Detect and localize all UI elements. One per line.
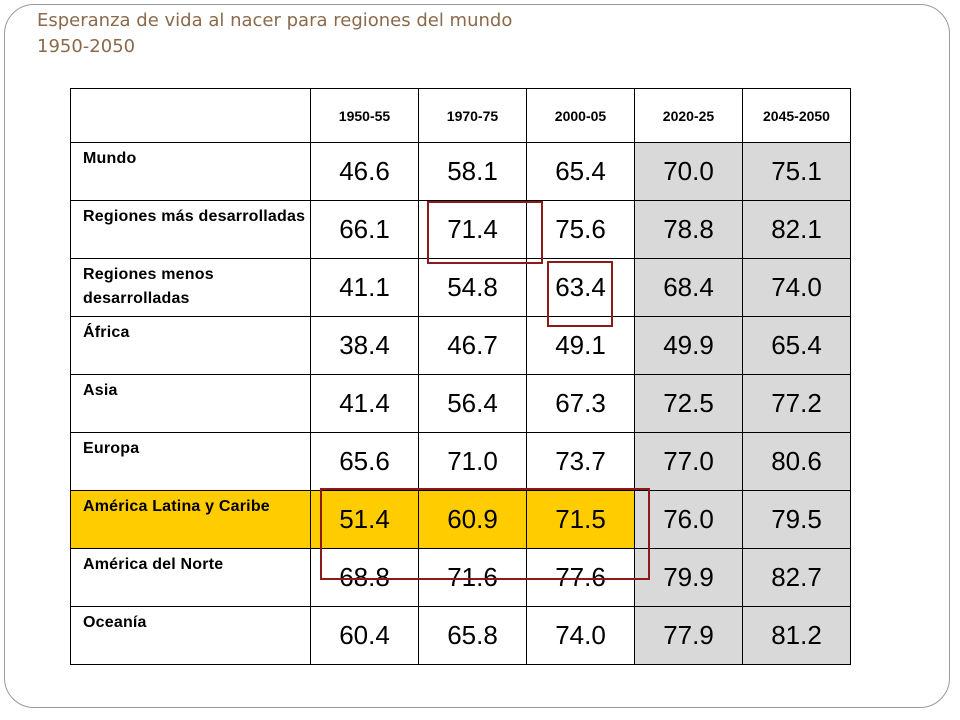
header-cell: 1950-55 — [310, 88, 419, 143]
value-cell: 65.8 — [418, 606, 527, 665]
header-cell: 1970-75 — [418, 88, 527, 143]
value-cell: 77.9 — [634, 606, 743, 665]
value-cell: 41.4 — [310, 374, 419, 433]
value-cell: 76.0 — [634, 490, 743, 549]
value-cell: 78.8 — [634, 200, 743, 259]
value-cell: 67.3 — [526, 374, 635, 433]
value-cell: 70.0 — [634, 142, 743, 201]
value-cell: 49.9 — [634, 316, 743, 375]
value-cell: 77.6 — [526, 548, 635, 607]
value-cell: 75.1 — [742, 142, 851, 201]
row-label: Mundo — [70, 142, 311, 201]
value-cell: 49.1 — [526, 316, 635, 375]
value-cell: 56.4 — [418, 374, 527, 433]
value-cell: 77.2 — [742, 374, 851, 433]
value-cell: 75.6 — [526, 200, 635, 259]
header-cell: 2000-05 — [526, 88, 635, 143]
value-cell: 72.5 — [634, 374, 743, 433]
table-row-highlighted: América Latina y Caribe 51.4 60.9 71.5 7… — [70, 490, 851, 549]
value-cell: 65.6 — [310, 432, 419, 491]
slide-title: Esperanza de vida al nacer para regiones… — [37, 8, 512, 60]
table-row: América del Norte 68.8 71.6 77.6 79.9 82… — [70, 548, 851, 607]
header-corner-cell — [70, 88, 311, 143]
table-row: Regiones menos desarrolladas 41.1 54.8 6… — [70, 258, 851, 317]
value-cell: 68.4 — [634, 258, 743, 317]
value-cell: 71.0 — [418, 432, 527, 491]
title-line-1: Esperanza de vida al nacer para regiones… — [37, 10, 513, 31]
value-cell: 60.9 — [418, 490, 527, 549]
value-cell: 41.1 — [310, 258, 419, 317]
row-label: Regiones menos desarrolladas — [70, 258, 311, 317]
value-cell: 74.0 — [742, 258, 851, 317]
value-cell: 73.7 — [526, 432, 635, 491]
value-cell: 68.8 — [310, 548, 419, 607]
table-row: Asia 41.4 56.4 67.3 72.5 77.2 — [70, 374, 851, 433]
header-cell: 2020-25 — [634, 88, 743, 143]
value-cell: 77.0 — [634, 432, 743, 491]
header-cell: 2045-2050 — [742, 88, 851, 143]
life-expectancy-table: 1950-55 1970-75 2000-05 2020-25 2045-205… — [70, 88, 851, 665]
value-cell: 46.7 — [418, 316, 527, 375]
value-cell: 38.4 — [310, 316, 419, 375]
row-label: Oceanía — [70, 606, 311, 665]
value-cell: 54.8 — [418, 258, 527, 317]
row-label: América del Norte — [70, 548, 311, 607]
row-label: Asia — [70, 374, 311, 433]
table-row: África 38.4 46.7 49.1 49.9 65.4 — [70, 316, 851, 375]
table-row: Europa 65.6 71.0 73.7 77.0 80.6 — [70, 432, 851, 491]
table-row: Regiones más desarrolladas 66.1 71.4 75.… — [70, 200, 851, 259]
value-cell: 46.6 — [310, 142, 419, 201]
row-label: África — [70, 316, 311, 375]
value-cell: 65.4 — [526, 142, 635, 201]
row-label: América Latina y Caribe — [70, 490, 311, 549]
value-cell: 60.4 — [310, 606, 419, 665]
table-row: Oceanía 60.4 65.8 74.0 77.9 81.2 — [70, 606, 851, 665]
value-cell: 58.1 — [418, 142, 527, 201]
value-cell: 71.4 — [418, 200, 527, 259]
value-cell: 81.2 — [742, 606, 851, 665]
value-cell: 71.5 — [526, 490, 635, 549]
value-cell: 74.0 — [526, 606, 635, 665]
value-cell: 82.7 — [742, 548, 851, 607]
value-cell: 82.1 — [742, 200, 851, 259]
row-label: Europa — [70, 432, 311, 491]
value-cell: 66.1 — [310, 200, 419, 259]
value-cell: 65.4 — [742, 316, 851, 375]
title-line-2: 1950-2050 — [37, 36, 136, 57]
value-cell: 79.9 — [634, 548, 743, 607]
table-header-row: 1950-55 1970-75 2000-05 2020-25 2045-205… — [70, 88, 851, 143]
value-cell: 71.6 — [418, 548, 527, 607]
value-cell: 80.6 — [742, 432, 851, 491]
value-cell: 63.4 — [526, 258, 635, 317]
value-cell: 79.5 — [742, 490, 851, 549]
value-cell: 51.4 — [310, 490, 419, 549]
table-row: Mundo 46.6 58.1 65.4 70.0 75.1 — [70, 142, 851, 201]
row-label: Regiones más desarrolladas — [70, 200, 311, 259]
